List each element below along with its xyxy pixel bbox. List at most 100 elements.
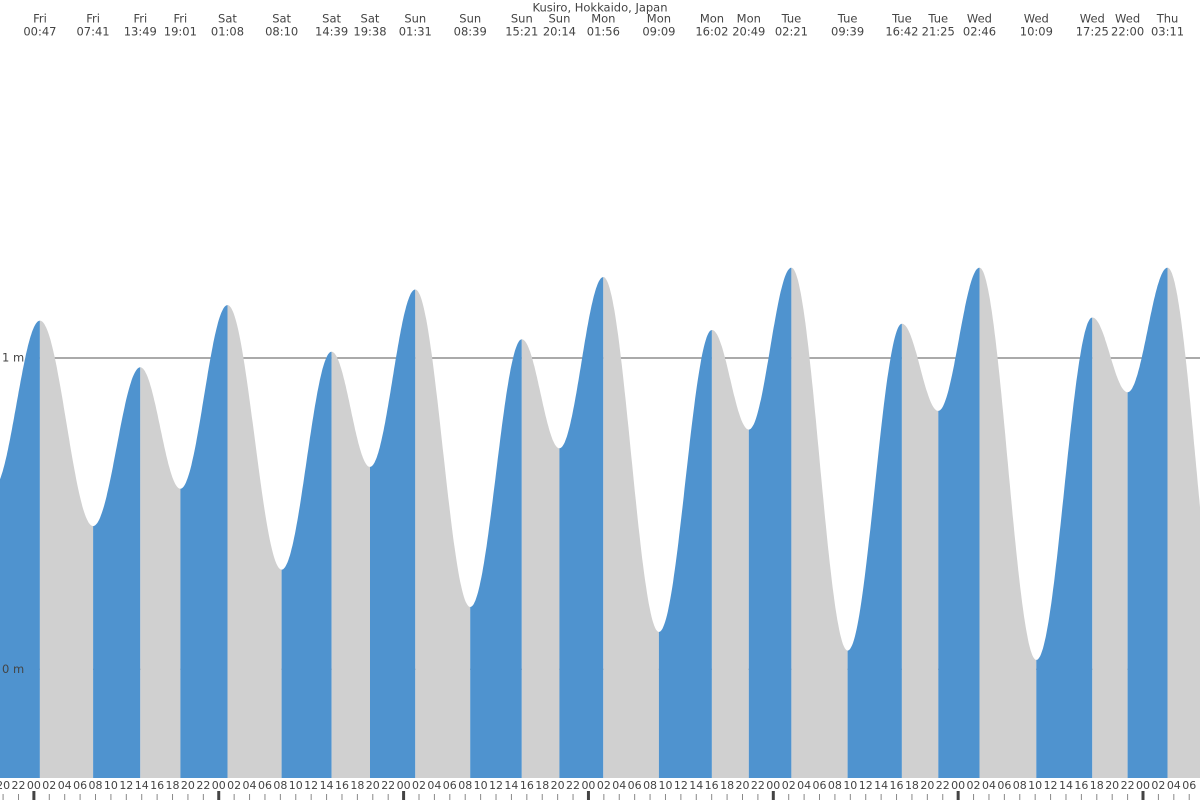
x-tick-label: 00 <box>1136 779 1150 792</box>
extreme-time: 13:49 <box>124 25 157 39</box>
extreme-day: Wed <box>1080 12 1105 26</box>
x-tick-label: 06 <box>443 779 457 792</box>
x-tick-label: 00 <box>581 779 595 792</box>
tide-segment <box>1036 317 1093 778</box>
x-tick-label: 10 <box>474 779 488 792</box>
x-tick-label: 04 <box>797 779 811 792</box>
tide-segment <box>603 277 659 778</box>
y-tick-label: 1 m <box>2 350 24 364</box>
x-tick-label: 04 <box>612 779 626 792</box>
x-tick-label: 10 <box>658 779 672 792</box>
x-tick-label: 00 <box>951 779 965 792</box>
x-tick-label: 16 <box>890 779 904 792</box>
x-tick-label: 02 <box>1151 779 1165 792</box>
x-tick-label: 08 <box>89 779 103 792</box>
x-tick-label: 18 <box>905 779 919 792</box>
tide-segment <box>93 367 141 778</box>
x-tick-label: 16 <box>520 779 534 792</box>
x-tick-label: 06 <box>1182 779 1196 792</box>
extreme-day: Tue <box>837 12 858 26</box>
extreme-day: Wed <box>967 12 992 26</box>
x-tick-label: 02 <box>227 779 241 792</box>
extreme-time: 07:41 <box>76 25 109 39</box>
extreme-day: Tue <box>781 12 802 26</box>
extreme-day: Tue <box>891 12 912 26</box>
extreme-day: Sun <box>548 12 570 26</box>
extreme-day: Mon <box>737 12 761 26</box>
x-tick-label: 06 <box>73 779 87 792</box>
extreme-time: 09:09 <box>642 25 675 39</box>
x-tick-label: 12 <box>304 779 318 792</box>
x-tick-label: 10 <box>1028 779 1042 792</box>
x-tick-label: 00 <box>766 779 780 792</box>
x-tick-label: 22 <box>751 779 765 792</box>
x-tick-label: 10 <box>289 779 303 792</box>
x-tick-label: 02 <box>782 779 796 792</box>
x-tick-label: 02 <box>967 779 981 792</box>
extreme-day: Fri <box>86 12 100 26</box>
x-tick-label: 16 <box>150 779 164 792</box>
tide-segment <box>370 289 416 778</box>
extreme-time: 00:47 <box>23 25 56 39</box>
extreme-day: Sat <box>218 12 237 26</box>
tide-segment <box>791 267 848 778</box>
x-tick-label: 22 <box>381 779 395 792</box>
extreme-time: 09:39 <box>831 25 864 39</box>
tide-segment <box>658 330 712 778</box>
x-tick-label: 02 <box>597 779 611 792</box>
extreme-day: Sat <box>361 12 380 26</box>
x-tick-label: 18 <box>166 779 180 792</box>
extreme-time: 17:25 <box>1076 25 1109 39</box>
extreme-day: Sat <box>272 12 291 26</box>
x-tick-label: 12 <box>119 779 133 792</box>
tide-segment <box>281 351 332 778</box>
x-tick-label: 20 <box>366 779 380 792</box>
extreme-time: 16:02 <box>695 25 728 39</box>
x-tick-label: 14 <box>689 779 703 792</box>
tide-segment <box>521 339 560 778</box>
extreme-time: 16:42 <box>885 25 918 39</box>
extreme-day: Sun <box>511 12 533 26</box>
tide-segment <box>470 339 522 778</box>
x-tick-label: 16 <box>705 779 719 792</box>
x-tick-label: 14 <box>135 779 149 792</box>
x-tick-label: 08 <box>273 779 287 792</box>
extreme-day: Sat <box>322 12 341 26</box>
tide-segment <box>39 320 94 778</box>
x-tick-label: 20 <box>551 779 565 792</box>
x-tick-label: 12 <box>674 779 688 792</box>
tide-segment <box>0 320 40 778</box>
extreme-time: 02:21 <box>775 25 808 39</box>
extreme-time: 08:39 <box>454 25 487 39</box>
x-tick-label: 04 <box>243 779 257 792</box>
x-tick-label: 04 <box>982 779 996 792</box>
extreme-day: Tue <box>927 12 948 26</box>
x-tick-label: 02 <box>42 779 56 792</box>
x-tick-label: 08 <box>1013 779 1027 792</box>
extreme-day: Fri <box>33 12 47 26</box>
x-tick-label: 18 <box>1090 779 1104 792</box>
x-tick-label: 16 <box>1074 779 1088 792</box>
extreme-day: Thu <box>1156 12 1179 26</box>
extreme-time: 01:56 <box>587 25 620 39</box>
extreme-time: 20:14 <box>543 25 576 39</box>
x-tick-label: 06 <box>258 779 272 792</box>
tide-segment <box>227 305 282 778</box>
extreme-day: Fri <box>174 12 188 26</box>
x-tick-label: 22 <box>196 779 210 792</box>
tide-segment <box>847 323 902 778</box>
tide-segment <box>1127 267 1168 778</box>
extreme-time: 03:11 <box>1151 25 1184 39</box>
extreme-day: Wed <box>1115 12 1140 26</box>
x-tick-label: 14 <box>504 779 518 792</box>
tide-segment <box>1092 317 1128 778</box>
x-tick-label: 12 <box>489 779 503 792</box>
x-tick-label: 12 <box>859 779 873 792</box>
x-tick-label: 22 <box>566 779 580 792</box>
extreme-time: 02:46 <box>963 25 996 39</box>
x-tick-label: 08 <box>643 779 657 792</box>
x-tick-label: 04 <box>1167 779 1181 792</box>
x-tick-label: 10 <box>843 779 857 792</box>
